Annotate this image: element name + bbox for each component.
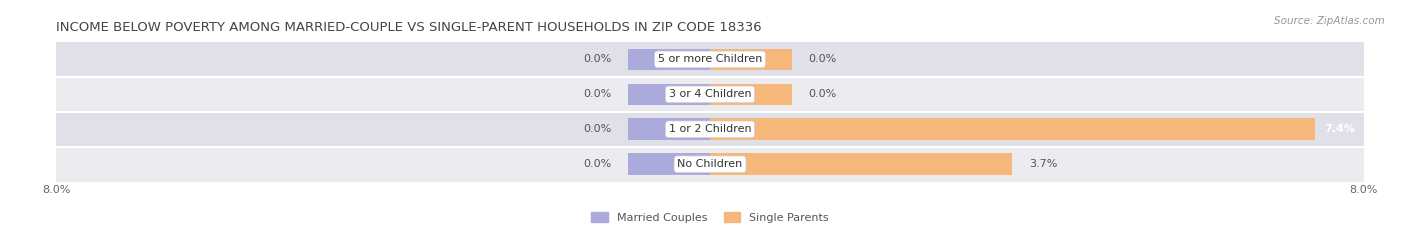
Text: 1 or 2 Children: 1 or 2 Children <box>669 124 751 134</box>
Text: No Children: No Children <box>678 159 742 169</box>
Text: 0.0%: 0.0% <box>583 159 612 169</box>
Bar <box>628 153 710 175</box>
Legend: Married Couples, Single Parents: Married Couples, Single Parents <box>591 212 830 223</box>
Bar <box>710 118 1315 140</box>
Bar <box>710 49 792 70</box>
Bar <box>628 49 710 70</box>
Text: 0.0%: 0.0% <box>583 55 612 64</box>
Text: 0.0%: 0.0% <box>808 89 837 99</box>
Text: 3 or 4 Children: 3 or 4 Children <box>669 89 751 99</box>
Text: INCOME BELOW POVERTY AMONG MARRIED-COUPLE VS SINGLE-PARENT HOUSEHOLDS IN ZIP COD: INCOME BELOW POVERTY AMONG MARRIED-COUPL… <box>56 21 762 34</box>
Text: 5 or more Children: 5 or more Children <box>658 55 762 64</box>
Bar <box>710 83 792 105</box>
Bar <box>710 153 1012 175</box>
Bar <box>628 118 710 140</box>
Bar <box>628 83 710 105</box>
Text: 7.4%: 7.4% <box>1324 124 1355 134</box>
Text: Source: ZipAtlas.com: Source: ZipAtlas.com <box>1274 16 1385 26</box>
Bar <box>56 42 1364 77</box>
Text: 3.7%: 3.7% <box>1029 159 1057 169</box>
Text: 0.0%: 0.0% <box>583 124 612 134</box>
Bar <box>56 147 1364 182</box>
Bar <box>56 77 1364 112</box>
Text: 0.0%: 0.0% <box>808 55 837 64</box>
Bar <box>56 112 1364 147</box>
Text: 0.0%: 0.0% <box>583 89 612 99</box>
